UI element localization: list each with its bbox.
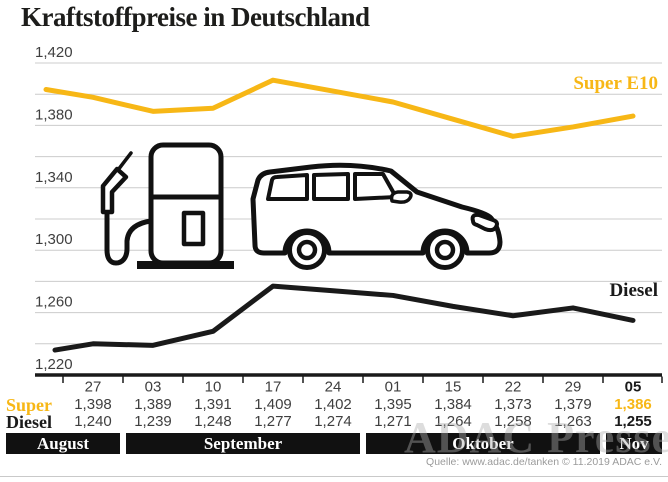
car-window-middle — [312, 172, 350, 201]
super-value-cell: 1,398 — [74, 396, 112, 413]
x-tick-label: 10 — [205, 379, 222, 396]
y-axis-labels: 1,420 1,380 1,340 1,300 1,260 1,220 — [35, 44, 73, 373]
car-headlight — [470, 212, 499, 233]
y-tick-label: 1,340 — [35, 169, 73, 186]
price-lines — [43, 77, 636, 353]
source-note: Quelle: www.adac.de/tanken © 11.2019 ADA… — [426, 456, 662, 468]
y-tick-label: 1,300 — [35, 231, 73, 248]
super-value-cell: 1,386 — [614, 396, 652, 413]
x-axis-labels: 27 03 10 17 24 01 15 22 29 05 — [85, 379, 642, 396]
pump-display — [181, 210, 206, 247]
car-icon — [250, 162, 503, 270]
super-e10-line — [43, 77, 636, 139]
diesel-value-cell: 1,264 — [434, 413, 472, 430]
pump-hose — [104, 209, 154, 266]
super-value-cell: 1,409 — [254, 396, 292, 413]
x-axis — [35, 373, 663, 383]
x-tick-label: 05 — [625, 379, 642, 396]
series-label-super-e10: Super E10 — [573, 73, 658, 94]
x-tick-label: 27 — [85, 379, 102, 396]
diesel-value-cell: 1,255 — [614, 413, 652, 430]
table-row-label-super: Super — [6, 395, 53, 415]
page-title: Kraftstoffpreise in Deutschland — [21, 2, 370, 32]
pump-nozzle — [100, 166, 129, 215]
diesel-value-cell: 1,274 — [314, 413, 352, 430]
x-tick-label: 29 — [565, 379, 582, 396]
car-window-rear — [266, 173, 309, 201]
diesel-value-cell: 1,248 — [194, 413, 232, 430]
month-band-september: September — [126, 433, 360, 454]
x-tick-label: 17 — [265, 379, 282, 396]
super-value-cell: 1,373 — [494, 396, 532, 413]
month-band-oktober: Oktober — [366, 433, 600, 454]
super-value-cell: 1,402 — [314, 396, 352, 413]
x-tick-label: 24 — [325, 379, 342, 396]
diesel-value-cell: 1,240 — [74, 413, 112, 430]
super-value-cell: 1,379 — [554, 396, 592, 413]
x-tick-label: 01 — [385, 379, 402, 396]
diesel-value-cell: 1,239 — [134, 413, 172, 430]
car-wheel-rear-hub — [296, 239, 318, 261]
car-wheel-front-hub — [434, 239, 456, 261]
car-window-front — [353, 172, 398, 201]
month-band-nov: Nov — [606, 433, 662, 454]
fuel-pump-icon — [100, 142, 234, 269]
diesel-value-cell: 1,277 — [254, 413, 292, 430]
super-value-cell: 1,391 — [194, 396, 232, 413]
table-row-label-diesel: Diesel — [6, 412, 52, 432]
super-value-cell: 1,395 — [374, 396, 412, 413]
x-tick-label: 03 — [145, 379, 162, 396]
super-value-cell: 1,384 — [434, 396, 472, 413]
pump-nozzle-spout — [116, 151, 133, 172]
diesel-value-cell: 1,271 — [374, 413, 412, 430]
x-tick-label: 22 — [505, 379, 522, 396]
super-value-cell: 1,389 — [134, 396, 172, 413]
y-tick-label: 1,220 — [35, 356, 73, 373]
y-tick-label: 1,420 — [35, 44, 73, 61]
series-label-diesel: Diesel — [609, 280, 658, 301]
y-tick-label: 1,380 — [35, 106, 73, 123]
y-tick-label: 1,260 — [35, 294, 73, 311]
month-band-august: August — [6, 433, 120, 454]
diesel-line — [52, 283, 636, 353]
car-quarter-window — [389, 190, 413, 204]
diesel-value-cell: 1,263 — [554, 413, 592, 430]
bottom-divider — [0, 476, 668, 477]
diesel-value-cell: 1,258 — [494, 413, 532, 430]
x-tick-label: 15 — [445, 379, 462, 396]
